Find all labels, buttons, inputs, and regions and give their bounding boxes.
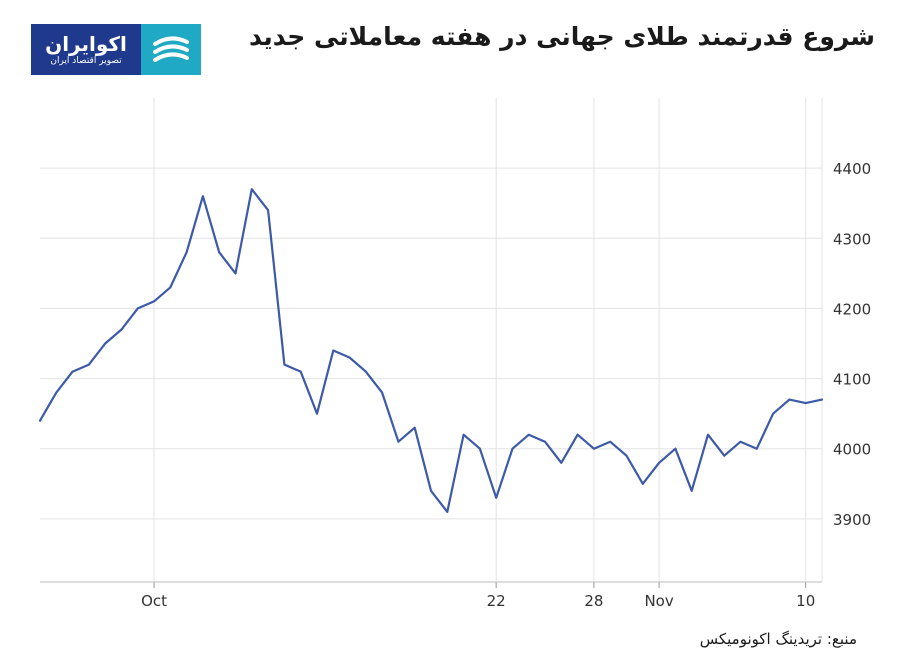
data-point (674, 447, 677, 450)
data-point (348, 356, 351, 359)
x-tick-label: 22 (487, 592, 506, 610)
data-point (136, 307, 139, 310)
data-point (641, 482, 644, 485)
data-point (299, 370, 302, 373)
data-point (446, 511, 449, 513)
data-point (104, 342, 106, 345)
logo-text-block: اکوایران تصویر اقتصاد ایران (31, 24, 141, 75)
data-point (495, 497, 497, 499)
x-tick-label: Nov (644, 592, 673, 610)
data-point (413, 426, 416, 429)
data-point (576, 433, 579, 436)
data-point (332, 349, 335, 352)
data-point (202, 195, 204, 198)
page-title: شروع قدرتمند طلای جهانی در هفته معاملاتی… (248, 22, 875, 51)
data-point (88, 363, 90, 366)
y-tick-label: 4400 (833, 160, 871, 178)
data-point (283, 363, 286, 366)
data-point (511, 447, 514, 450)
data-point (153, 300, 155, 303)
y-tick-label: 4200 (833, 300, 871, 318)
data-point (707, 433, 709, 436)
data-point (55, 391, 58, 394)
data-point (690, 490, 693, 492)
data-point (234, 272, 237, 275)
x-tick-label: 10 (796, 592, 815, 610)
series-line (38, 188, 824, 513)
data-point (560, 461, 563, 464)
data-point (593, 447, 595, 450)
data-point (169, 286, 172, 289)
data-point (120, 328, 123, 331)
data-point (462, 433, 465, 436)
data-point (609, 440, 612, 443)
data-point (625, 454, 628, 457)
data-point (788, 398, 791, 401)
data-point (772, 412, 774, 415)
source-note: منبع: تریدینگ اکونومیکس (699, 630, 857, 648)
data-point (723, 454, 726, 457)
data-point (71, 370, 74, 373)
data-point (658, 461, 660, 464)
y-tick-label: 4300 (833, 230, 871, 248)
data-point (756, 447, 758, 450)
y-tick-label: 4000 (833, 441, 871, 459)
brand-logo: اکوایران تصویر اقتصاد ایران (31, 24, 201, 75)
swirl-logo-icon (141, 24, 201, 75)
data-point (821, 398, 823, 401)
data-point (430, 490, 432, 492)
data-point (804, 402, 807, 404)
data-point (267, 209, 269, 212)
y-tick-label: 3900 (833, 511, 871, 529)
data-point (39, 419, 41, 422)
logo-subtitle: تصویر اقتصاد ایران (50, 55, 122, 66)
data-point (218, 251, 221, 254)
data-point (381, 391, 383, 394)
data-point (527, 433, 530, 436)
data-point (316, 412, 318, 415)
data-point (479, 447, 481, 450)
logo-name: اکوایران (45, 31, 127, 56)
data-point (739, 440, 742, 443)
data-point (185, 251, 188, 254)
data-point (365, 370, 367, 373)
data-point (544, 440, 546, 443)
x-tick-label: Oct (141, 592, 167, 610)
data-point (397, 440, 400, 443)
data-point (250, 188, 253, 190)
x-tick-label: 28 (584, 592, 603, 610)
y-tick-label: 4100 (833, 371, 871, 389)
